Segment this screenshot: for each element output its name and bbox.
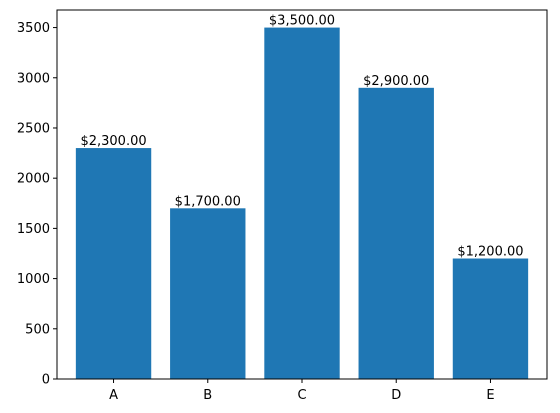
y-tick-label: 1000 xyxy=(17,272,50,287)
bar-D xyxy=(358,87,434,379)
data-label-E: $1,200.00 xyxy=(457,245,523,260)
data-label-D: $2,900.00 xyxy=(363,74,429,89)
x-tick-label: C xyxy=(297,388,306,403)
x-tick-label: E xyxy=(486,388,494,403)
x-axis: A B C D E xyxy=(109,379,495,403)
y-tick-label: 2500 xyxy=(17,121,50,136)
y-axis: 0 500 1000 1500 2000 2500 3000 3500 xyxy=(17,21,57,388)
y-tick-label: 3000 xyxy=(17,71,50,86)
data-labels-group: $2,300.00 $1,700.00 $3,500.00 $2,900.00 $1,2… xyxy=(80,14,523,260)
y-tick-label: 1500 xyxy=(17,222,50,237)
x-tick-label: A xyxy=(109,388,118,403)
data-label-B: $1,700.00 xyxy=(175,194,241,209)
data-label-A: $2,300.00 xyxy=(80,134,146,149)
bar-A xyxy=(75,148,152,379)
y-tick-label: 0 xyxy=(42,373,50,388)
y-tick-label: 2000 xyxy=(17,172,50,187)
bars-group xyxy=(75,27,529,379)
x-tick-label: B xyxy=(203,388,212,403)
bar-C xyxy=(264,27,340,379)
bar-E xyxy=(452,258,529,379)
data-label-C: $3,500.00 xyxy=(269,14,335,29)
x-tick-label: D xyxy=(391,388,401,403)
y-tick-label: 500 xyxy=(25,322,50,337)
bar-B xyxy=(170,208,246,379)
plot-frame xyxy=(56,9,548,380)
y-tick-label: 3500 xyxy=(17,21,50,36)
